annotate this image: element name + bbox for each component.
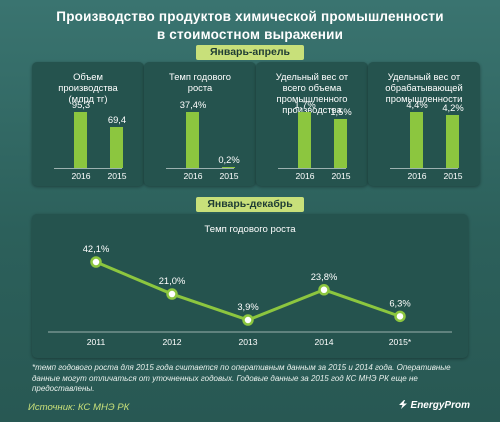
line-value-label: 3,9% <box>237 301 258 312</box>
lightning-icon <box>398 400 407 409</box>
x-tick-label: 2014 <box>314 337 333 347</box>
line-point <box>394 310 406 323</box>
bar-panel-title: Объем производства (млрд тг) <box>58 71 118 104</box>
section-label-jan-dec: Январь-декабрь <box>196 197 304 212</box>
title-line-2: в стоимостном выражении <box>156 27 344 42</box>
bar-category-label: 2016 <box>183 171 203 181</box>
line-chart-panel: Темп годового роста 42,1% 2011 21,0% 2012 3,… <box>32 214 468 358</box>
bar-category-label: 2015 <box>443 171 463 181</box>
x-tick-label: 2011 <box>87 337 106 347</box>
brand-name: EnergyProm <box>410 400 470 411</box>
source-note: Источник: КС МНЭ РК <box>28 402 130 413</box>
bar-value-label: 95,3 <box>71 99 91 110</box>
bar <box>334 119 347 168</box>
line-value-label: 21,0% <box>159 275 186 286</box>
line-chart: 42,1% 2011 21,0% 2012 3,9% 2013 23,8% 2014 6,3% 2… <box>48 243 452 347</box>
line-value-label: 42,1% <box>83 243 110 254</box>
bar <box>74 112 87 168</box>
bar <box>110 127 123 168</box>
bar-panel: Объем производства (млрд тг) 95,3 2016 69,4… <box>32 62 144 186</box>
bar-baseline <box>390 168 458 169</box>
bar-value-label: 69,4 <box>107 114 127 125</box>
bar-value-label: 37,4% <box>179 99 207 110</box>
line-point <box>242 314 254 326</box>
bar-value-label: 4,4% <box>406 99 428 110</box>
bar <box>446 115 459 168</box>
bar-panel: Темп годового роста 37,4% 2016 0,2% 2015 <box>144 62 256 186</box>
bar-value-label: 0,2% <box>218 154 240 165</box>
bar-value-label: 4,2% <box>442 102 464 113</box>
bar-category-label: 2015 <box>331 171 351 181</box>
bar-value-label: 1,7% <box>294 99 316 110</box>
bar-baseline <box>278 168 346 169</box>
title-line-1: Производство продуктов химической промыш… <box>56 9 444 24</box>
bar-category-label: 2016 <box>407 171 427 181</box>
bar-baseline <box>54 168 122 169</box>
bar-category-label: 2016 <box>295 171 315 181</box>
bar-panel-title: Темп годового роста <box>169 71 231 93</box>
bar <box>298 112 311 168</box>
line-value-label: 23,8% <box>311 271 338 282</box>
line-value-label: 6,3% <box>389 297 410 308</box>
line-chart-title: Темп годового роста <box>204 224 296 235</box>
x-tick-label: 2015* <box>389 337 412 347</box>
bar-category-label: 2016 <box>71 171 91 181</box>
x-tick-label: 2013 <box>238 337 257 347</box>
bar-baseline <box>166 168 234 169</box>
brand-logo: EnergyProm <box>398 400 470 411</box>
bar <box>186 112 199 168</box>
line-point <box>90 256 102 268</box>
bar-panel-title: Удельный вес от всего объема промышленно… <box>275 71 349 115</box>
bar <box>410 112 423 168</box>
bar-category-label: 2015 <box>107 171 127 181</box>
bar-category-label: 2015 <box>219 171 239 181</box>
line-point <box>166 288 178 300</box>
bar <box>222 167 235 168</box>
bar-panel: Удельный вес от обрабатывающей промышлен… <box>368 62 480 186</box>
page-title: Производство продуктов химической промыш… <box>0 8 500 44</box>
footnote: *темп годового роста для 2015 года счита… <box>32 363 451 393</box>
x-tick-label: 2012 <box>162 337 181 347</box>
bar-panel-title: Удельный вес от обрабатывающей промышлен… <box>385 71 463 104</box>
line-point <box>318 284 330 296</box>
bar-value-label: 1,5% <box>330 106 352 117</box>
bar-panel: Удельный вес от всего объема промышленно… <box>256 62 368 186</box>
section-label-jan-apr: Январь-апрель <box>196 45 304 60</box>
